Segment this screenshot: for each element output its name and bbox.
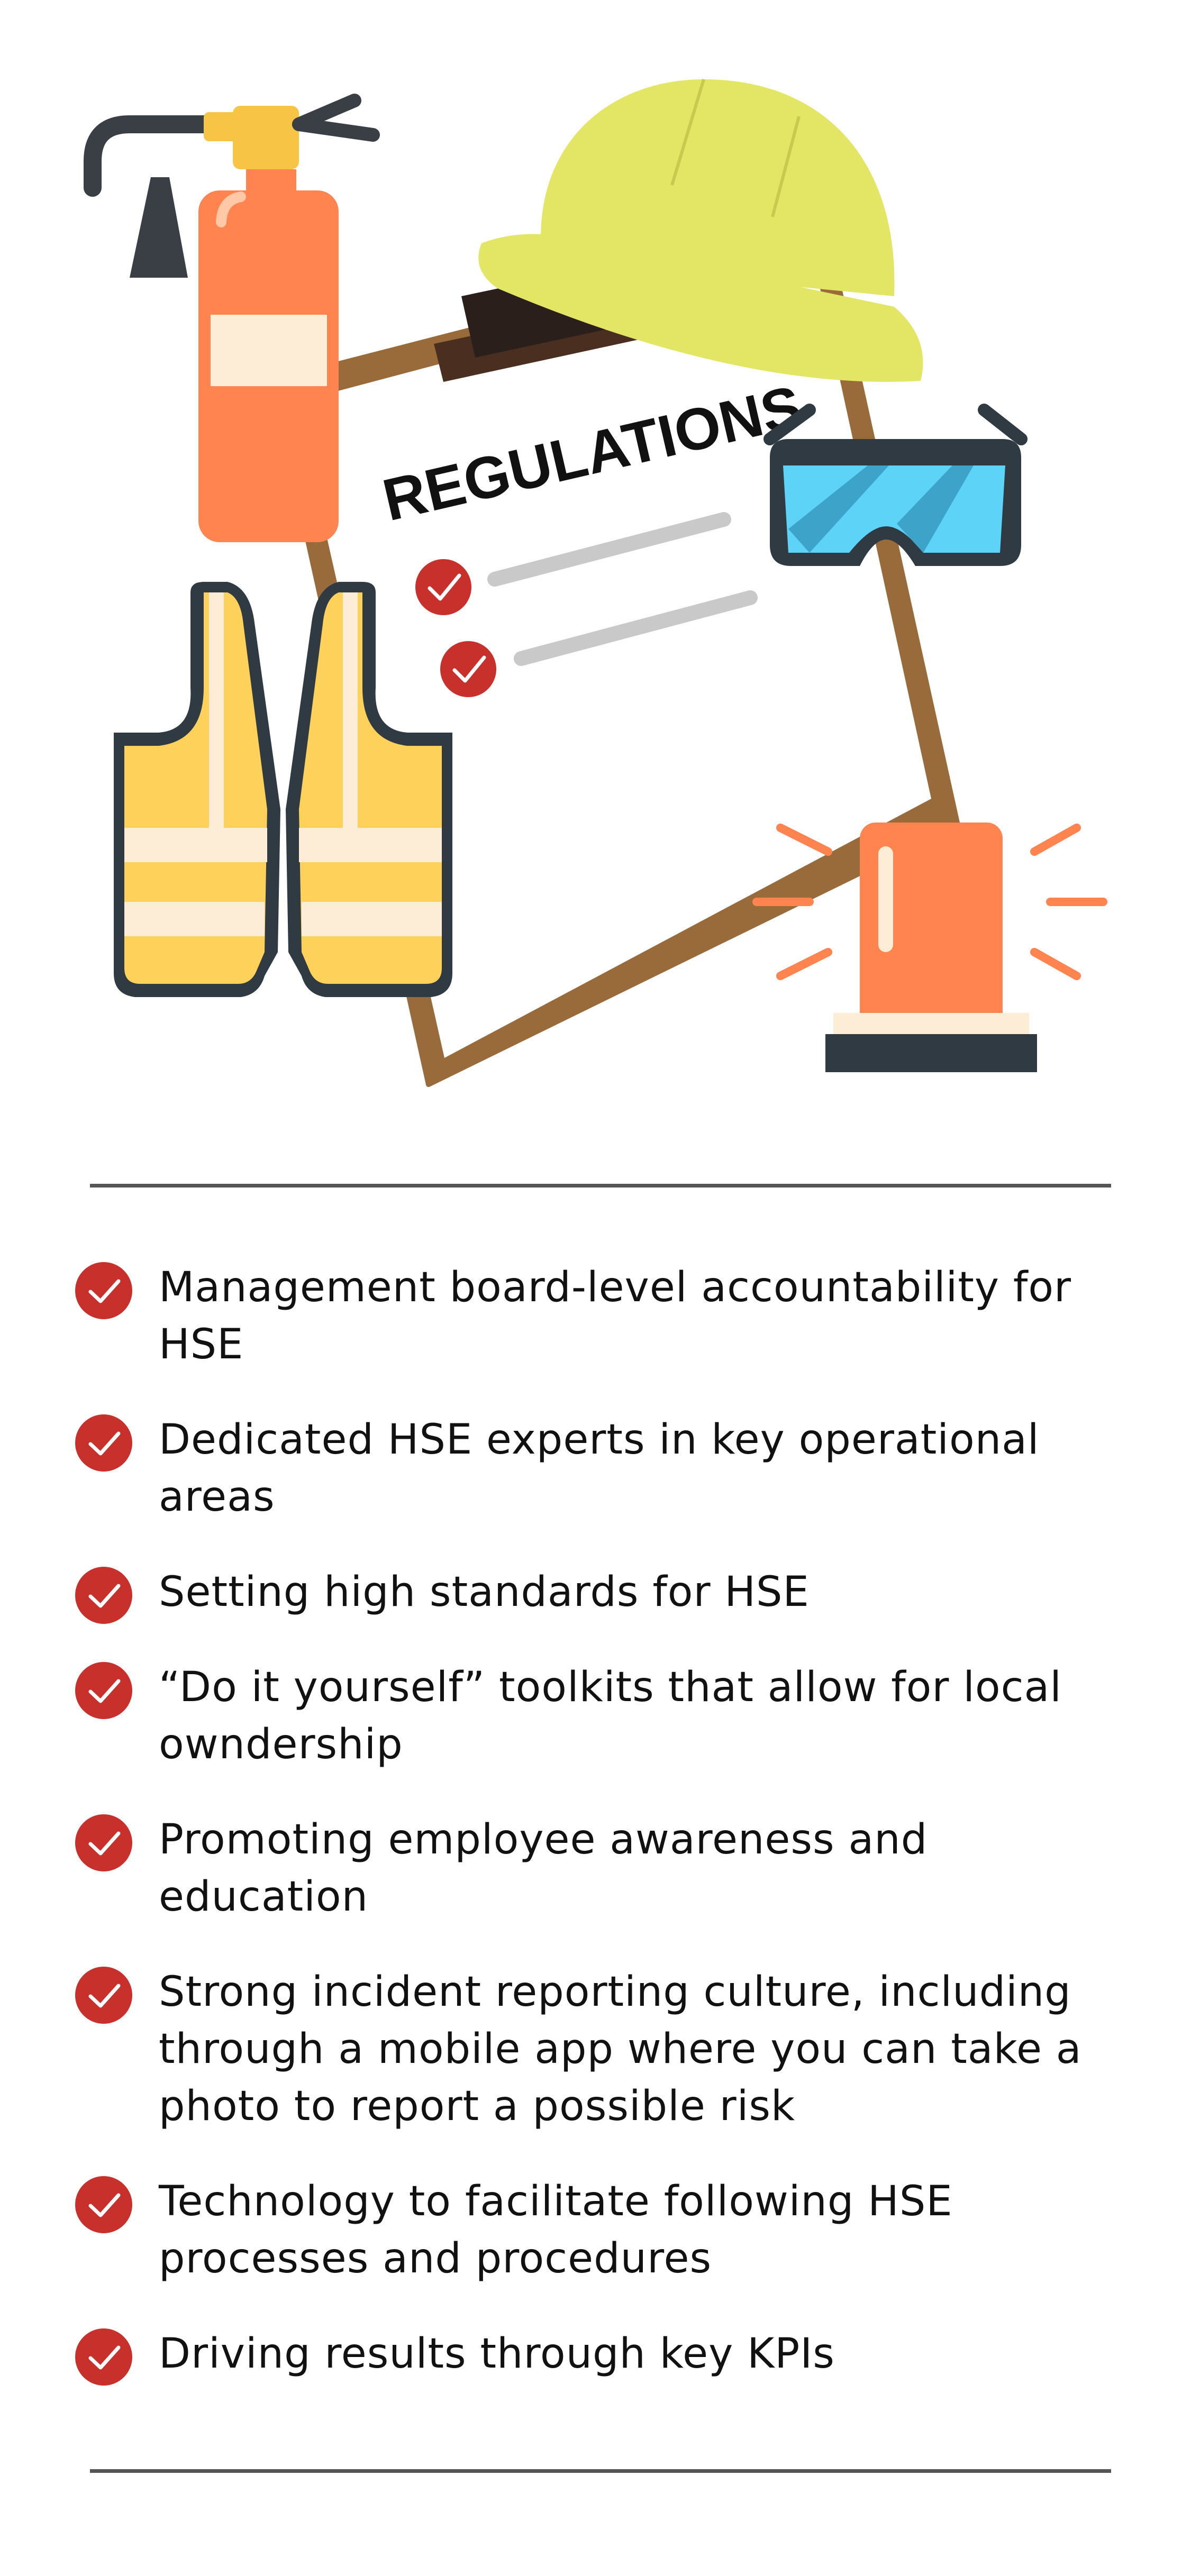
list-item-text: “Do it yourself” toolkits that allow for… (159, 1664, 1062, 1768)
top-divider (90, 1184, 1111, 1187)
list-item-text: Technology to facilitate following HSE p… (159, 2178, 953, 2282)
check-icon (75, 1567, 132, 1624)
list-item-text: Dedicated HSE experts in key operational… (159, 1416, 1040, 1521)
safety-regulations-illustration: REGULATIONS (84, 79, 1107, 1087)
list-item: Dedicated HSE experts in key operational… (74, 1411, 1122, 1525)
list-item-text: Management board-level accountability fo… (159, 1264, 1072, 1368)
fire-extinguisher-icon (84, 94, 380, 542)
list-item: “Do it yourself” toolkits that allow for… (74, 1659, 1122, 1773)
list-item: Technology to facilitate following HSE p… (74, 2173, 1122, 2287)
hard-hat-icon (478, 79, 923, 382)
safety-vest-icon (114, 582, 452, 997)
hse-checklist: Management board-level accountability fo… (74, 1259, 1122, 2420)
bottom-divider (90, 2469, 1111, 2473)
check-icon (75, 1662, 132, 1719)
list-item-text: Strong incident reporting culture, inclu… (159, 1968, 1082, 2130)
check-icon (75, 1414, 132, 1472)
list-item: Promoting employee awareness and educati… (74, 1811, 1122, 1925)
warning-beacon-icon (752, 823, 1107, 1072)
check-icon (75, 1262, 132, 1319)
list-item: Setting high standards for HSE (74, 1564, 1122, 1624)
list-item-text: Driving results through key KPIs (159, 2330, 835, 2378)
check-icon (75, 1814, 132, 1871)
check-icon (75, 2176, 132, 2233)
check-icon (75, 2328, 132, 2386)
clipboard-check-icon (415, 559, 471, 615)
clipboard-check-icon (440, 641, 496, 697)
list-item: Strong incident reporting culture, inclu… (74, 1963, 1122, 2135)
list-item: Management board-level accountability fo… (74, 1259, 1122, 1373)
list-item-text: Promoting employee awareness and educati… (159, 1816, 928, 1921)
safety-goggles-icon (763, 404, 1028, 566)
list-item: Driving results through key KPIs (74, 2325, 1122, 2386)
list-item-text: Setting high standards for HSE (159, 1568, 810, 1616)
check-icon (75, 1967, 132, 2024)
